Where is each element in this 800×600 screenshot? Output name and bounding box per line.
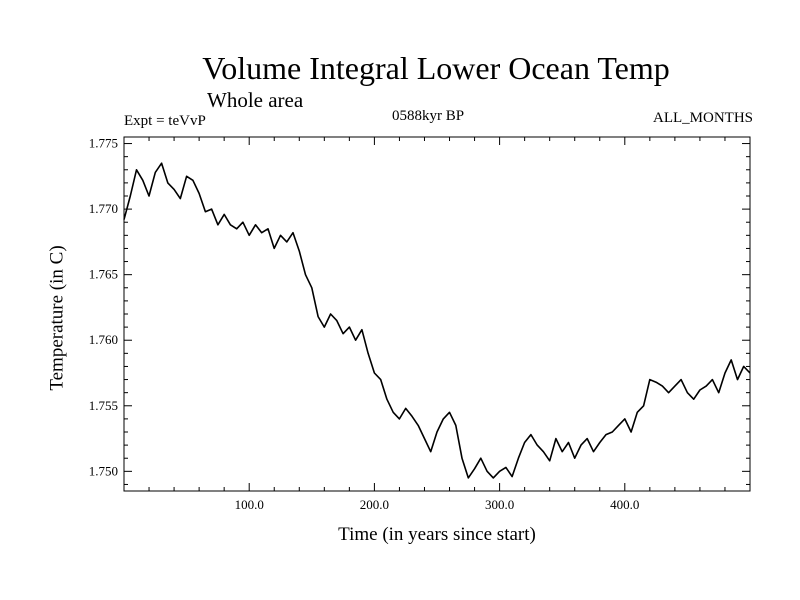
y-tick-label: 1.775 [89,136,118,151]
x-axis-ticks: 100.0 200.0 300.0 400.0 [148,137,726,512]
x-tick-label: 200.0 [360,497,389,512]
months-label: ALL_MONTHS [653,110,753,126]
y-tick-label: 1.750 [89,463,118,478]
period-label: 0588kyr BP [392,108,465,124]
experiment-label: Expt = teVvP [124,113,206,129]
y-tick-label: 1.760 [89,332,118,347]
x-tick-label: 100.0 [235,497,264,512]
chart-subtitle: Whole area [207,88,304,112]
x-tick-label: 400.0 [610,497,639,512]
y-tick-label: 1.755 [89,398,118,413]
chart-title: Volume Integral Lower Ocean Temp [202,50,670,86]
plot-frame [123,136,751,492]
series-layer [123,162,751,479]
x-axis-label: Time (in years since start) [338,524,536,545]
series-line [123,162,751,479]
y-tick-label: 1.770 [89,201,118,216]
y-axis-ticks: 1.750 1.755 1.760 1.765 1.770 1.775 [89,136,750,485]
x-tick-label: 300.0 [485,497,514,512]
y-tick-label: 1.765 [89,267,118,282]
